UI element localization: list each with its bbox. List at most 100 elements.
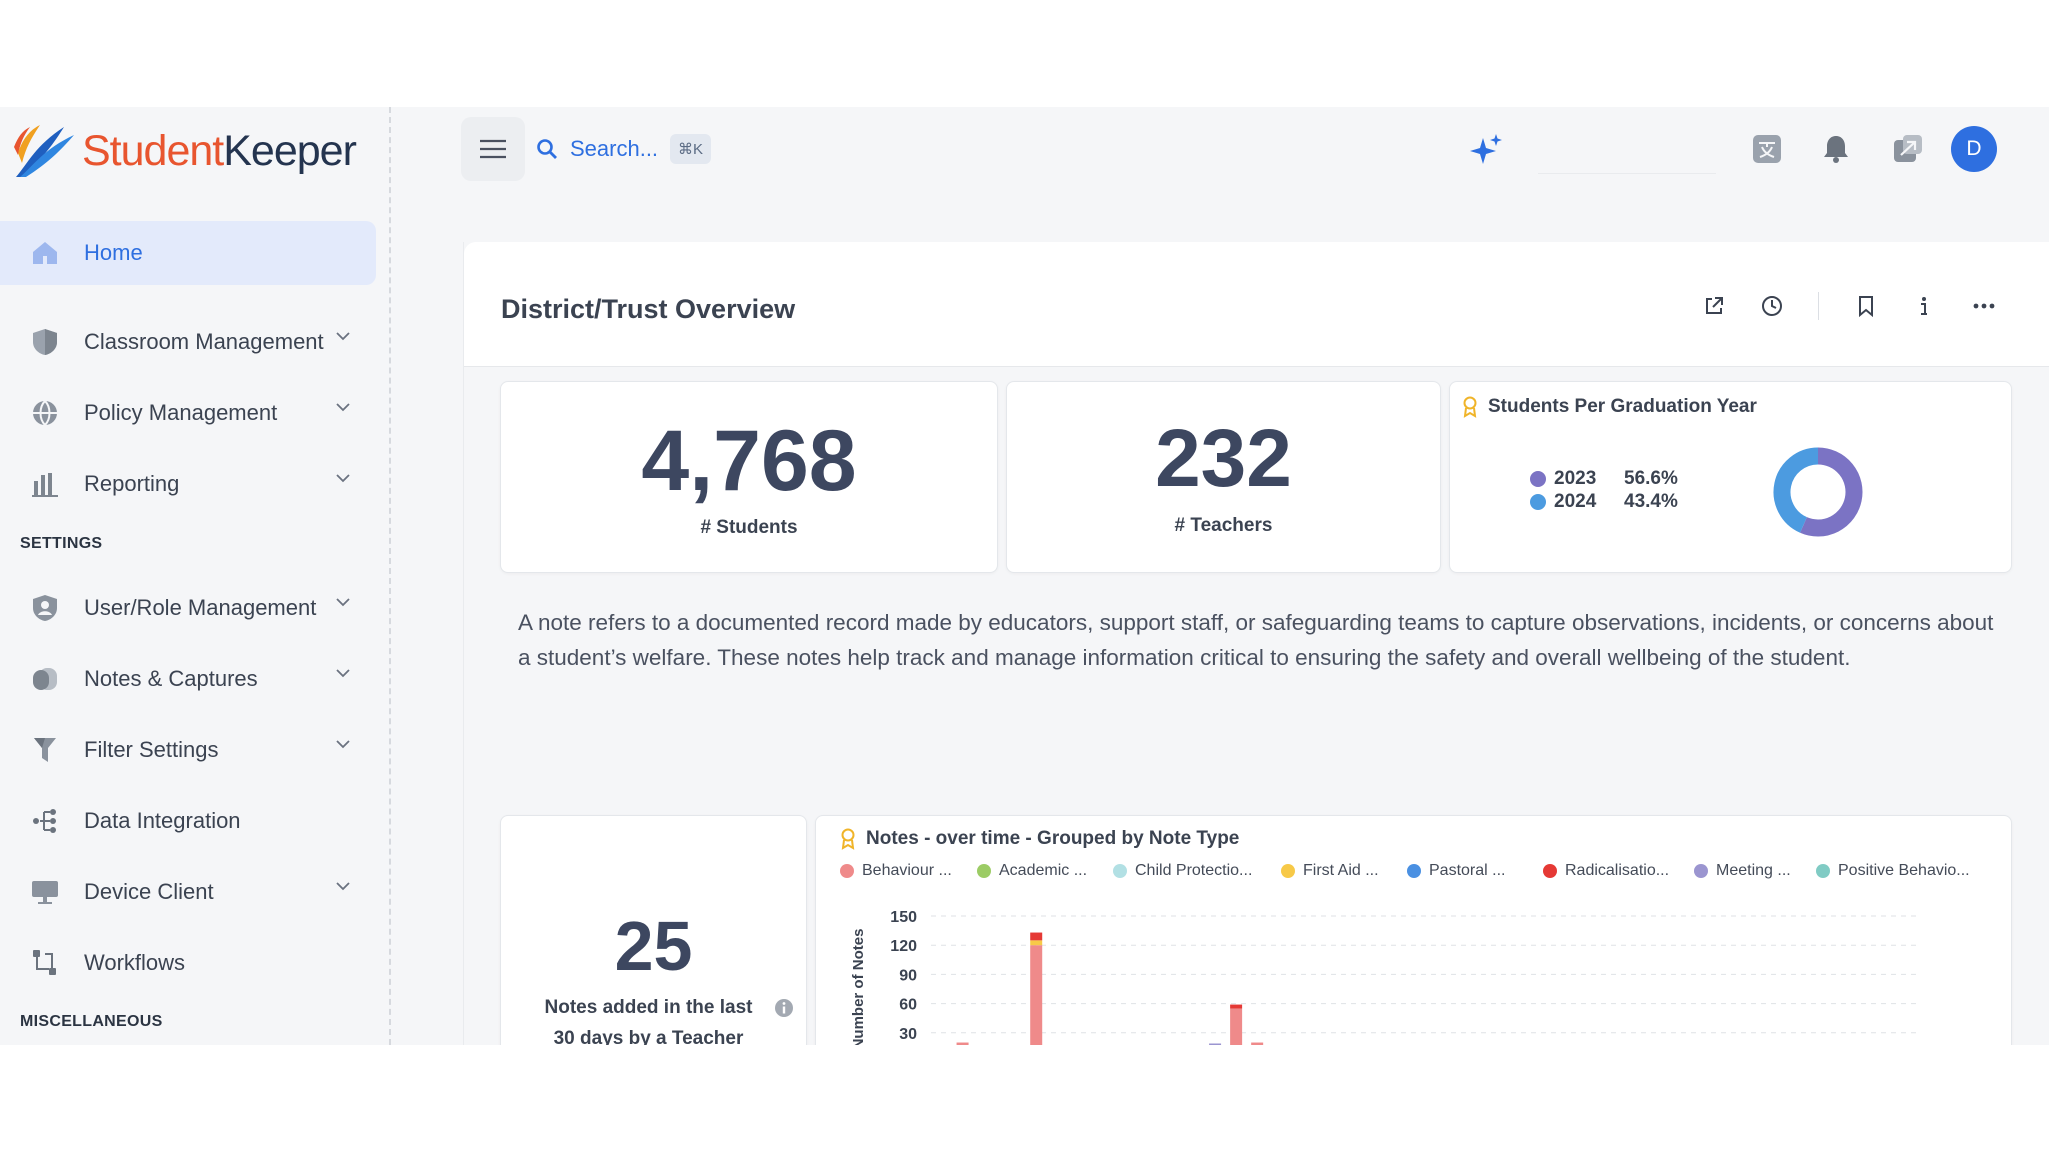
legend-item[interactable]: Academic ...	[977, 862, 1087, 880]
globe-icon	[30, 398, 60, 428]
legend-label: Behaviour ...	[862, 862, 952, 879]
sidebar-item-home[interactable]: Home	[0, 221, 376, 285]
legend-label: Child Protectio...	[1135, 862, 1253, 879]
graduation-donut-chart	[1773, 447, 1863, 537]
students-stat-card: 4,768 # Students	[500, 381, 998, 573]
y-tick-label: 90	[899, 967, 917, 984]
legend-label: Academic ...	[999, 862, 1088, 879]
translate-button[interactable]	[1747, 129, 1787, 169]
search-icon	[537, 139, 557, 159]
sidebar: StudentKeeper Home Classroom Management …	[0, 107, 391, 1045]
legend-dot	[1816, 864, 1830, 878]
sidebar-item-workflows[interactable]: Workflows	[0, 931, 376, 995]
logo[interactable]: StudentKeeper	[14, 121, 357, 181]
chevron-down-icon	[336, 740, 350, 749]
chevron-down-icon	[336, 669, 350, 678]
shortcut-badge: ⌘K	[670, 134, 712, 164]
search-bar[interactable]: Search... ⌘K	[536, 129, 712, 169]
teachers-count: 232	[1155, 413, 1292, 504]
more-horizontal-icon	[1973, 303, 1995, 309]
open-external-button[interactable]	[1700, 292, 1728, 320]
notifications-button[interactable]	[1816, 129, 1856, 169]
bar-segment[interactable]	[1030, 945, 1043, 1045]
legend-item[interactable]: First Aid ...	[1281, 862, 1379, 880]
sidebar-item-label: Home	[84, 240, 143, 265]
chart-title: Notes - over time - Grouped by Note Type	[840, 828, 1239, 850]
info-icon[interactable]	[774, 998, 794, 1018]
award-icon	[1463, 396, 1477, 418]
legend-dot-2023	[1530, 471, 1546, 487]
external-window-button[interactable]	[1888, 129, 1928, 169]
bar-segment[interactable]	[1030, 932, 1043, 941]
sidebar-item-notes-captures[interactable]: Notes & Captures	[0, 647, 376, 711]
menu-button[interactable]	[461, 117, 525, 181]
legend-item[interactable]: Meeting ...	[1694, 862, 1791, 880]
legend-item[interactable]: Pastoral ...	[1407, 862, 1505, 880]
translate-icon	[1753, 135, 1781, 163]
bar-segment[interactable]	[1030, 940, 1043, 946]
sidebar-item-label: Device Client	[84, 879, 214, 904]
sidebar-item-label: Notes & Captures	[84, 666, 258, 691]
notes-label-line2: 30 days by a Teacher	[553, 1028, 744, 1045]
ai-sparkle-button[interactable]	[1466, 129, 1506, 169]
sidebar-item-reporting[interactable]: Reporting	[0, 452, 376, 516]
bar-segment[interactable]	[1209, 1043, 1222, 1045]
legend-item[interactable]: Radicalisatio...	[1543, 862, 1669, 880]
user-shield-icon	[30, 593, 60, 623]
legend-label: Meeting ...	[1716, 862, 1791, 879]
chevron-down-icon	[336, 474, 350, 483]
workflow-icon	[30, 948, 60, 978]
sidebar-item-filter-settings[interactable]: Filter Settings	[0, 718, 376, 782]
sidebar-item-label: Policy Management	[84, 400, 278, 425]
notes-count-label: Notes added in the last 30 days by a Tea…	[501, 992, 796, 1045]
history-button[interactable]	[1758, 292, 1786, 320]
graduation-card-title: Students Per Graduation Year	[1462, 396, 1757, 418]
graduation-legend-2024: 2024 43.4%	[1530, 491, 1678, 513]
teachers-stat-card: 232 # Teachers	[1006, 381, 1441, 573]
legend-item[interactable]: Behaviour ...	[840, 862, 952, 880]
monitor-icon	[30, 877, 60, 907]
sidebar-item-device-client[interactable]: Device Client	[0, 860, 376, 924]
legend-pct: 43.4%	[1624, 491, 1678, 512]
sidebar-item-data-integration[interactable]: Data Integration	[0, 789, 376, 853]
chevron-down-icon	[336, 882, 350, 891]
legend-label: First Aid ...	[1303, 862, 1379, 879]
y-tick-label: 60	[899, 997, 917, 1014]
donut-slice-2023[interactable]	[1800, 447, 1863, 537]
legend-dot	[1113, 864, 1127, 878]
section-label-miscellaneous: MISCELLANEOUS	[20, 1013, 163, 1030]
donut-slice-2024[interactable]	[1773, 447, 1819, 533]
legend-item[interactable]: Child Protectio...	[1113, 862, 1252, 880]
bell-icon	[1824, 136, 1848, 163]
sidebar-item-policy-management[interactable]: Policy Management	[0, 381, 376, 445]
legend-pct: 56.6%	[1624, 468, 1678, 489]
bar-segment[interactable]	[1251, 1042, 1264, 1045]
top-bar-input[interactable]	[1538, 125, 1716, 174]
sidebar-item-classroom-management[interactable]: Classroom Management	[0, 310, 376, 374]
graduation-title-text: Students Per Graduation Year	[1488, 396, 1757, 417]
notes-count: 25	[614, 907, 693, 985]
avatar[interactable]: D	[1951, 126, 1997, 172]
section-label-settings: SETTINGS	[20, 535, 103, 552]
sparkle-icon	[1470, 134, 1502, 164]
graduation-legend-2023: 2023 56.6%	[1530, 468, 1678, 490]
legend-item[interactable]: Positive Behavio...	[1816, 862, 1970, 880]
bar-segment[interactable]	[956, 1042, 969, 1045]
page-title: District/Trust Overview	[501, 294, 796, 324]
filter-icon	[30, 735, 60, 765]
legend-dot	[1407, 864, 1421, 878]
chart-title-text: Notes - over time - Grouped by Note Type	[866, 828, 1240, 849]
bar-segment[interactable]	[1230, 1008, 1243, 1045]
more-options-button[interactable]	[1970, 292, 1998, 320]
students-label: # Students	[700, 517, 798, 538]
shield-icon	[30, 327, 60, 357]
bookmark-button[interactable]	[1852, 292, 1880, 320]
header-divider	[1818, 292, 1819, 320]
sidebar-item-user-role-management[interactable]: User/Role Management	[0, 576, 376, 640]
y-tick-label: 150	[890, 909, 917, 926]
hamburger-icon	[480, 139, 506, 159]
legend-label: Positive Behavio...	[1838, 862, 1970, 879]
bar-segment[interactable]	[1230, 1004, 1243, 1009]
info-button[interactable]	[1910, 292, 1938, 320]
